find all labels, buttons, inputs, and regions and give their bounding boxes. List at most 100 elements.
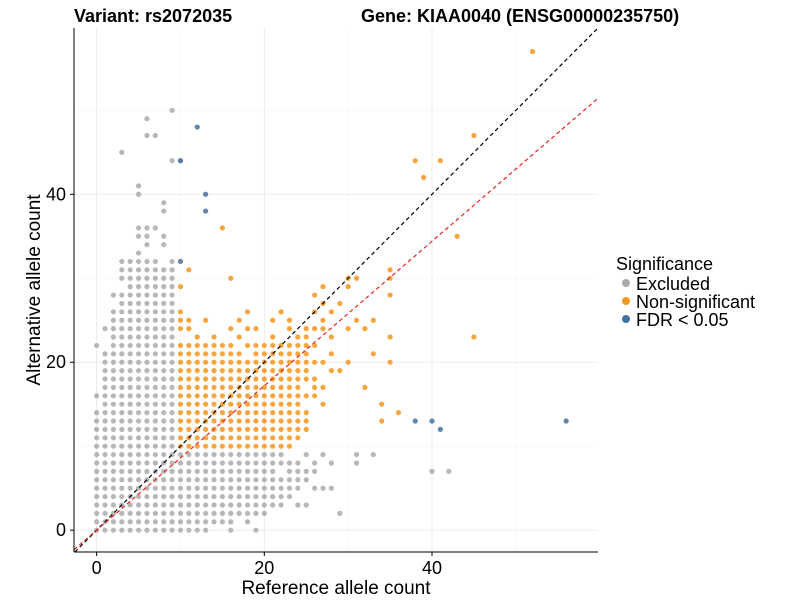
data-point <box>211 393 217 399</box>
data-point <box>110 326 117 332</box>
x-tick-label: 40 <box>422 558 442 578</box>
data-point <box>161 359 167 365</box>
data-point <box>110 502 117 508</box>
data-point <box>244 485 251 491</box>
data-point <box>219 468 225 474</box>
data-point <box>135 284 142 290</box>
data-point <box>295 418 301 424</box>
data-point <box>261 493 267 500</box>
data-point <box>286 418 293 424</box>
data-point <box>219 435 225 441</box>
data-point <box>161 334 167 340</box>
data-point <box>286 460 293 466</box>
data-point <box>219 225 225 231</box>
data-point <box>169 502 175 508</box>
data-point <box>253 342 259 349</box>
data-point <box>211 477 217 483</box>
data-point <box>169 384 175 391</box>
data-point <box>328 309 334 315</box>
data-point <box>144 426 150 432</box>
data-point <box>144 510 150 516</box>
data-point <box>152 376 158 382</box>
data-point <box>295 477 301 483</box>
data-point <box>303 376 309 382</box>
data-point <box>169 275 175 281</box>
data-point <box>303 359 309 365</box>
data-point <box>194 124 200 130</box>
data-point <box>144 368 150 374</box>
data-point <box>186 401 192 407</box>
y-tick-label: 0 <box>56 520 66 540</box>
data-point <box>152 326 158 332</box>
data-point <box>119 418 125 424</box>
data-point <box>144 267 150 273</box>
data-point <box>94 342 100 349</box>
data-point <box>144 284 150 290</box>
data-point <box>186 376 192 382</box>
data-point <box>228 468 234 474</box>
data-point <box>270 502 276 508</box>
data-point <box>135 275 142 281</box>
data-point <box>261 418 267 424</box>
data-point <box>387 334 393 340</box>
data-point <box>144 359 150 365</box>
data-point <box>236 510 242 516</box>
data-point <box>244 426 251 432</box>
data-point <box>110 477 117 483</box>
data-point <box>127 376 133 382</box>
data-point <box>144 233 150 239</box>
data-point <box>286 342 293 349</box>
data-point <box>219 493 225 500</box>
data-point <box>328 351 334 357</box>
data-point <box>471 132 477 139</box>
data-point <box>353 451 360 458</box>
data-point <box>211 493 217 500</box>
data-point <box>127 334 133 340</box>
data-point <box>228 359 234 365</box>
data-point <box>211 510 217 516</box>
data-point <box>94 477 100 483</box>
data-point <box>102 368 108 374</box>
data-point <box>169 393 175 399</box>
data-point <box>177 477 184 483</box>
data-point <box>94 460 100 466</box>
data-point <box>286 326 293 332</box>
data-point <box>161 300 167 307</box>
data-point <box>119 351 125 357</box>
data-point <box>144 242 150 248</box>
data-point <box>110 418 117 424</box>
data-point <box>127 275 133 281</box>
data-point <box>169 426 175 432</box>
x-tick-label: 0 <box>92 558 102 578</box>
data-point <box>211 435 217 441</box>
data-point <box>135 292 142 298</box>
data-point <box>270 485 276 491</box>
data-point <box>102 468 108 474</box>
data-point <box>194 460 200 466</box>
data-point <box>303 351 309 357</box>
data-point <box>261 426 267 432</box>
data-point <box>135 418 142 424</box>
data-point <box>261 460 267 466</box>
data-point <box>169 510 175 516</box>
data-point <box>295 426 301 432</box>
data-point <box>412 418 418 424</box>
data-point <box>152 519 158 525</box>
data-point <box>144 468 150 474</box>
data-point <box>177 510 184 516</box>
data-point <box>144 519 150 525</box>
data-point <box>152 527 158 533</box>
data-point <box>152 384 158 391</box>
data-point <box>169 418 175 424</box>
data-point <box>395 410 402 416</box>
data-point <box>135 334 142 340</box>
data-point <box>337 368 343 374</box>
data-point <box>177 393 184 399</box>
data-point <box>186 502 192 508</box>
data-point <box>152 225 158 231</box>
data-point <box>244 418 251 424</box>
data-point <box>127 368 133 374</box>
data-point <box>228 443 234 449</box>
data-point <box>152 359 158 365</box>
data-point <box>119 426 125 432</box>
